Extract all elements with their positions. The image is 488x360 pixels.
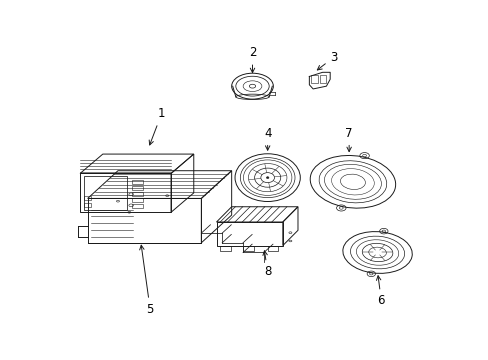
Bar (84, 203, 91, 207)
Text: 5: 5 (140, 245, 154, 316)
Text: 8: 8 (263, 251, 271, 278)
Bar (132, 186, 142, 190)
Bar (132, 198, 142, 202)
Bar (243, 246, 253, 251)
Text: 4: 4 (264, 127, 271, 150)
Text: 2: 2 (248, 46, 256, 73)
Text: 3: 3 (317, 50, 337, 70)
Bar (132, 192, 142, 196)
Bar (84, 195, 91, 200)
Text: 7: 7 (345, 127, 352, 152)
Bar (267, 246, 278, 251)
Text: 6: 6 (376, 276, 385, 307)
Text: 1: 1 (149, 107, 165, 145)
Ellipse shape (266, 177, 268, 179)
Bar (220, 246, 230, 251)
Bar (311, 75, 317, 84)
Bar (132, 180, 142, 184)
Bar (319, 75, 326, 84)
Bar (132, 204, 142, 208)
